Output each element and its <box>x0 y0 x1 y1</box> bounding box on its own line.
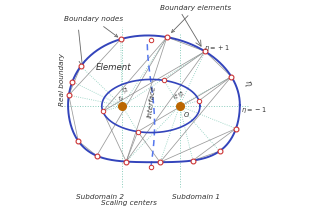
Text: Boundary elements: Boundary elements <box>160 5 231 32</box>
Text: $\xi_o$: $\xi_o$ <box>171 92 181 103</box>
Text: $\eta = -1$: $\eta = -1$ <box>241 105 266 115</box>
Text: Scaling centers: Scaling centers <box>101 200 157 206</box>
Text: Boundary nodes: Boundary nodes <box>64 16 123 37</box>
Text: Subdomain 1: Subdomain 1 <box>172 194 220 200</box>
Text: $O$: $O$ <box>183 110 189 119</box>
Text: Interface: Interface <box>147 85 157 118</box>
Text: $\eta = +1$: $\eta = +1$ <box>204 43 230 53</box>
Text: Element: Element <box>96 63 131 72</box>
Text: Real boundary: Real boundary <box>59 53 65 106</box>
Text: $\xi_o$: $\xi_o$ <box>116 93 127 104</box>
Text: Subdomain 2: Subdomain 2 <box>76 194 124 200</box>
Text: $\xi_{\xi}$: $\xi_{\xi}$ <box>174 89 186 102</box>
Text: $\xi_{\xi}$: $\xi_{\xi}$ <box>117 85 130 98</box>
Text: $\eta$: $\eta$ <box>241 78 253 89</box>
